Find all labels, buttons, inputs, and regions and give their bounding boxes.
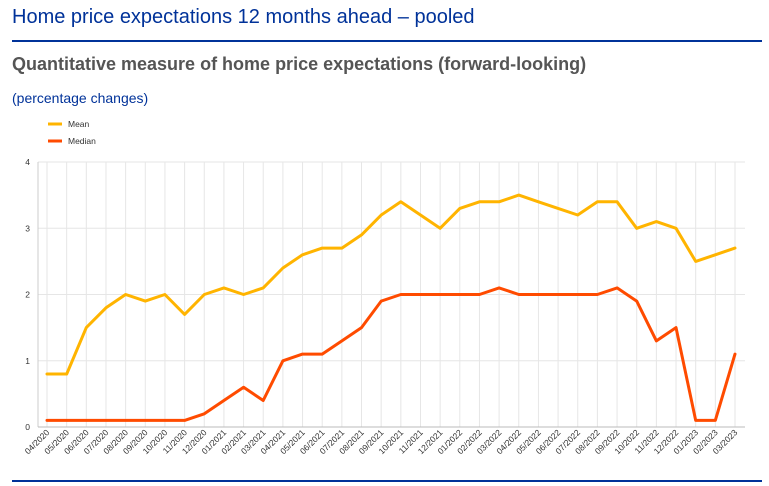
legend-label-mean: Mean xyxy=(68,119,90,129)
y-tick-label: 3 xyxy=(25,223,30,233)
legend-label-median: Median xyxy=(68,136,96,146)
y-tick-label: 4 xyxy=(25,157,30,167)
page-title: Home price expectations 12 months ahead … xyxy=(12,6,475,28)
y-tick-label: 1 xyxy=(25,356,30,366)
chart-subtitle: Quantitative measure of home price expec… xyxy=(12,54,587,74)
y-tick-label: 0 xyxy=(25,422,30,432)
series-line-mean xyxy=(45,193,737,376)
series-line-median xyxy=(45,286,737,422)
y-tick-label: 2 xyxy=(25,290,30,300)
bottom-divider xyxy=(12,480,762,482)
chart-units: (percentage changes) xyxy=(12,90,149,106)
title-divider xyxy=(12,40,762,42)
